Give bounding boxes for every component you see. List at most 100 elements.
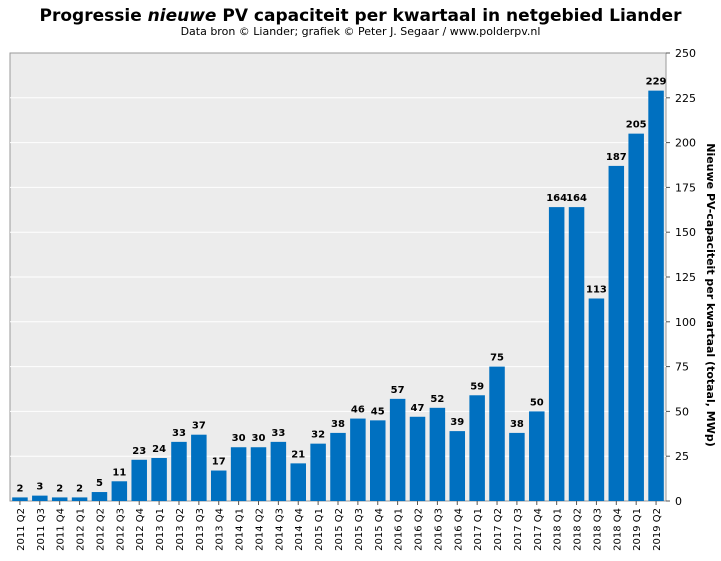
bar-14	[290, 463, 306, 501]
chart-title-prefix: Progressie	[39, 6, 148, 26]
data-label-14: 21	[291, 449, 305, 460]
x-tick-label-3: 2012 Q1	[76, 508, 87, 551]
x-tick-label-16: 2015 Q2	[334, 508, 345, 551]
bar-22	[449, 431, 466, 501]
data-label-2: 2	[56, 483, 63, 494]
y-tick-label-10: 250	[675, 47, 696, 60]
bar-25	[509, 432, 525, 501]
bars	[12, 90, 664, 501]
bar-18	[370, 420, 386, 501]
bar-1	[32, 495, 48, 501]
x-tick-label-29: 2018 Q3	[592, 508, 603, 551]
x-tick-label-17: 2015 Q3	[354, 508, 365, 551]
data-label-28: 164	[566, 193, 587, 204]
chart-title-suffix: PV capaciteit per kwartaal in netgebied …	[216, 6, 682, 26]
x-tick-label-18: 2015 Q4	[374, 508, 385, 551]
data-label-27: 164	[546, 193, 567, 204]
data-label-15: 32	[311, 430, 325, 441]
x-tick-label-0: 2011 Q2	[16, 508, 27, 551]
x-tick-label-30: 2018 Q4	[612, 508, 623, 551]
data-label-5: 11	[112, 467, 126, 478]
x-tick-label-7: 2013 Q1	[155, 508, 166, 551]
data-label-23: 59	[470, 381, 484, 392]
x-tick-label-15: 2015 Q1	[314, 508, 325, 551]
data-label-3: 2	[76, 483, 83, 494]
data-label-21: 52	[430, 394, 444, 405]
x-tick-label-31: 2019 Q1	[632, 508, 643, 551]
x-tick-label-2: 2011 Q4	[56, 508, 67, 551]
chart-title: Progressie nieuwe PV capaciteit per kwar…	[0, 6, 721, 26]
bar-19	[389, 398, 406, 501]
data-label-31: 205	[626, 120, 647, 131]
data-label-7: 24	[152, 444, 166, 455]
x-tick-label-28: 2018 Q2	[573, 508, 584, 551]
data-label-18: 45	[371, 406, 385, 417]
data-label-12: 30	[252, 433, 266, 444]
bar-17	[350, 418, 366, 501]
data-label-4: 5	[96, 478, 103, 489]
y-axis: 0 25 50 75 100 125 150 175 200 225 250	[666, 47, 696, 508]
x-tick-label-11: 2014 Q1	[235, 508, 246, 551]
bar-5	[111, 481, 128, 501]
bar-9	[191, 434, 207, 501]
x-tick-label-4: 2012 Q2	[95, 508, 106, 551]
x-tick-label-14: 2014 Q4	[294, 508, 305, 551]
y-axis-title: Nieuwe PV-capaciteit per kwartaal (totaa…	[704, 143, 717, 447]
data-label-16: 38	[331, 419, 345, 430]
y-tick-label-9: 225	[675, 92, 696, 105]
bar-27	[548, 207, 565, 501]
data-label-10: 17	[212, 457, 226, 468]
data-label-0: 2	[16, 483, 23, 494]
chart-subtitle: Data bron © Liander; grafiek © Peter J. …	[180, 25, 541, 38]
bar-3	[71, 497, 88, 501]
bar-15	[310, 443, 326, 501]
bar-30	[608, 165, 625, 501]
bar-6	[131, 459, 147, 501]
bar-31	[628, 133, 644, 501]
x-tick-label-19: 2016 Q1	[394, 508, 405, 551]
data-label-32: 229	[646, 77, 667, 88]
data-label-13: 33	[271, 428, 285, 439]
bar-24	[489, 366, 505, 501]
bar-26	[529, 411, 545, 501]
data-label-8: 33	[172, 428, 186, 439]
bar-2	[51, 497, 68, 501]
data-label-24: 75	[490, 353, 504, 364]
y-tick-label-2: 50	[675, 405, 689, 418]
bar-21	[429, 407, 446, 501]
bar-28	[568, 207, 585, 501]
x-tick-label-6: 2012 Q4	[135, 508, 146, 551]
bar-29	[588, 298, 605, 501]
x-tick-label-5: 2012 Q3	[115, 508, 126, 551]
x-tick-label-27: 2018 Q1	[553, 508, 564, 551]
data-label-17: 46	[351, 405, 365, 416]
x-tick-label-21: 2016 Q3	[433, 508, 444, 551]
bar-12	[250, 447, 267, 501]
data-label-1: 3	[36, 482, 43, 493]
y-tick-label-4: 100	[675, 316, 696, 329]
x-tick-label-9: 2013 Q3	[195, 508, 206, 551]
data-label-19: 57	[391, 385, 405, 396]
bar-10	[210, 470, 227, 501]
data-label-20: 47	[411, 403, 425, 414]
y-tick-label-0: 0	[675, 495, 682, 508]
x-tick-label-10: 2013 Q4	[215, 508, 226, 551]
x-tick-label-25: 2017 Q3	[513, 508, 524, 551]
y-tick-label-5: 125	[675, 271, 696, 284]
bar-4	[91, 492, 108, 501]
data-label-22: 39	[450, 417, 464, 428]
bar-7	[151, 457, 167, 501]
bar-23	[469, 395, 485, 501]
y-tick-label-7: 175	[675, 181, 696, 194]
data-label-11: 30	[232, 433, 246, 444]
x-tick-label-22: 2016 Q4	[453, 508, 464, 551]
bar-11	[230, 447, 247, 501]
y-tick-label-1: 25	[675, 450, 689, 463]
x-tick-label-23: 2017 Q1	[473, 508, 484, 551]
x-tick-label-1: 2011 Q3	[36, 508, 47, 551]
bar-20	[409, 416, 426, 501]
x-tick-label-13: 2014 Q3	[274, 508, 285, 551]
data-label-25: 38	[510, 419, 524, 430]
bar-13	[270, 441, 287, 501]
